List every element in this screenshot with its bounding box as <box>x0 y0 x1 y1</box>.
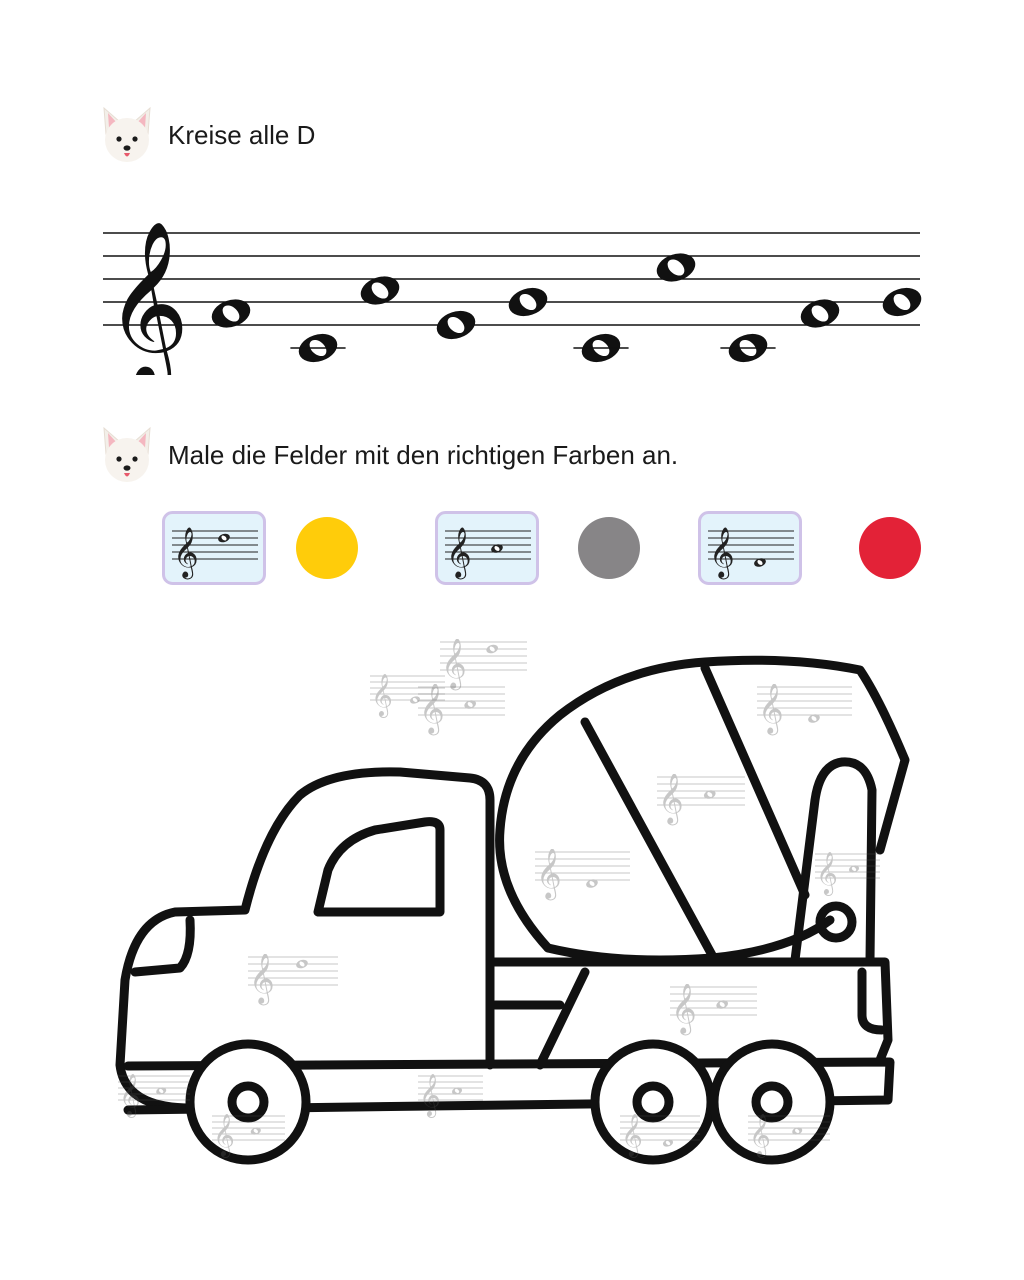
field-hint-staff: 𝄞 <box>670 984 757 1036</box>
note[interactable] <box>451 1086 463 1096</box>
dog-face-icon <box>103 106 151 162</box>
field-hint-staff: 𝄞 <box>248 954 338 1006</box>
headlight <box>130 915 195 977</box>
note[interactable] <box>715 999 729 1010</box>
note[interactable] <box>357 272 403 310</box>
field-hint-staff: 𝄞 <box>370 672 445 718</box>
treble-clef-icon: 𝄞 <box>249 954 275 1006</box>
field-hint-staff: 𝄞 <box>418 1072 483 1118</box>
note[interactable] <box>720 329 776 367</box>
field-hint-staff: 𝄞 <box>748 1112 830 1158</box>
note[interactable] <box>217 532 231 543</box>
chassis <box>123 1057 895 1115</box>
cab-window <box>313 817 445 917</box>
note-staff: 𝄞 <box>103 219 925 375</box>
treble-clef-icon: 𝄞 <box>173 528 199 580</box>
treble-clef-icon: 𝄞 <box>816 850 838 896</box>
treble-clef-icon: 𝄞 <box>119 1072 141 1118</box>
treble-clef-icon: 𝄞 <box>536 849 562 901</box>
field-hint-staff: 𝄞 <box>535 849 630 901</box>
drum-stripe-1 <box>580 717 717 960</box>
treble-clef-icon: 𝄞 <box>749 1112 771 1158</box>
legend-note-card: 𝄞 <box>698 511 802 585</box>
task-1-instruction: Kreise alle D <box>168 119 316 150</box>
field-hint-staff: 𝄞 <box>620 1112 700 1158</box>
drum-stripe-2 <box>700 663 810 900</box>
field-note-hints: 𝄞𝄞𝄞 𝄞𝄞𝄞 𝄞𝄞𝄞𝄞 𝄞𝄞 𝄞 𝄞 <box>118 639 880 1158</box>
field-hint-staff: 𝄞 <box>657 774 745 826</box>
front-wheel <box>185 1039 311 1165</box>
note[interactable] <box>573 329 629 367</box>
truck-bed <box>485 957 893 1065</box>
note[interactable] <box>848 864 860 874</box>
treble-clef-icon: 𝄞 <box>441 639 467 691</box>
note[interactable] <box>290 329 346 367</box>
drum-support <box>790 757 877 965</box>
note[interactable] <box>295 958 309 969</box>
task-2-row: Male die Felder mit den richtigen Farben… <box>100 424 678 486</box>
note[interactable] <box>505 283 551 321</box>
truck-cab <box>115 767 495 1113</box>
note[interactable] <box>485 643 499 654</box>
treble-clef-icon: 𝄞 <box>446 528 472 580</box>
treble-clef-icon: 𝄞 <box>371 672 393 718</box>
note[interactable] <box>753 557 767 568</box>
note[interactable] <box>490 543 504 554</box>
rear-wheel-2 <box>709 1039 835 1165</box>
legend-color-dot <box>859 517 921 579</box>
note[interactable] <box>797 295 843 333</box>
note[interactable] <box>791 1126 803 1136</box>
drum-hatch <box>815 901 857 943</box>
note[interactable] <box>653 249 699 287</box>
treble-clef-icon: 𝄞 <box>658 774 684 826</box>
note[interactable] <box>433 306 479 344</box>
note[interactable] <box>250 1126 262 1136</box>
field-hint-staff: 𝄞 <box>757 684 852 736</box>
note[interactable] <box>703 789 717 800</box>
legend-color-dot <box>296 517 358 579</box>
cement-mixer-truck-picture: 𝄞𝄞𝄞 𝄞𝄞𝄞 𝄞𝄞𝄞𝄞 𝄞𝄞 𝄞 𝄞 <box>115 639 910 1165</box>
field-hint-staff: 𝄞 <box>440 639 527 691</box>
note[interactable] <box>409 695 421 705</box>
note[interactable] <box>585 878 599 889</box>
mixer-drum <box>495 655 910 953</box>
legend-note-card: 𝄞 <box>162 511 266 585</box>
note[interactable] <box>208 295 254 333</box>
treble-clef-icon: 𝄞 <box>758 684 784 736</box>
treble-clef-icon: 𝄞 <box>709 528 735 580</box>
legend-color-dot <box>578 517 640 579</box>
treble-clef-icon: 𝄞 <box>419 1072 441 1118</box>
treble-clef-icon: 𝄞 <box>419 684 445 736</box>
note[interactable] <box>155 1086 167 1096</box>
treble-clef-icon: 𝄞 <box>671 984 697 1036</box>
treble-clef-icon: 𝄞 <box>213 1112 235 1158</box>
rear-wheel-1 <box>590 1039 716 1165</box>
task-1-row: Kreise alle D <box>100 104 315 166</box>
task-2-instruction: Male die Felder mit den richtigen Farben… <box>168 439 679 470</box>
note[interactable] <box>807 713 821 724</box>
field-hint-staff: 𝄞 <box>118 1072 190 1118</box>
field-hint-staff: 𝄞 <box>815 850 880 896</box>
note[interactable] <box>463 699 477 710</box>
treble-clef-icon: 𝄞 <box>621 1112 643 1158</box>
treble-clef-icon: 𝄞 <box>105 219 189 375</box>
field-hint-staff: 𝄞 <box>418 684 505 736</box>
field-hint-staff: 𝄞 <box>212 1112 285 1158</box>
note[interactable] <box>662 1138 674 1148</box>
dog-face-icon <box>103 426 151 482</box>
legend-note-card: 𝄞 <box>435 511 539 585</box>
note[interactable] <box>879 283 925 321</box>
